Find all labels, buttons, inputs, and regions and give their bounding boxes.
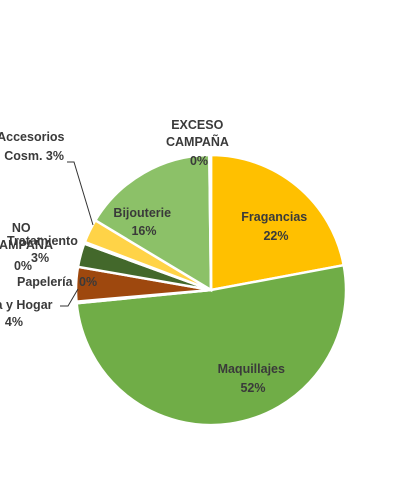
label-papeleria: Papelería 0% [17, 275, 97, 289]
leader-accesorios [67, 162, 93, 225]
label-accesorios: Accesorios Cosm. 3% [0, 130, 68, 163]
pie-slice-exceso-campaña [209, 155, 211, 290]
label-hogar: a y Hogar 4% [0, 298, 56, 329]
pie-slices [76, 155, 346, 425]
